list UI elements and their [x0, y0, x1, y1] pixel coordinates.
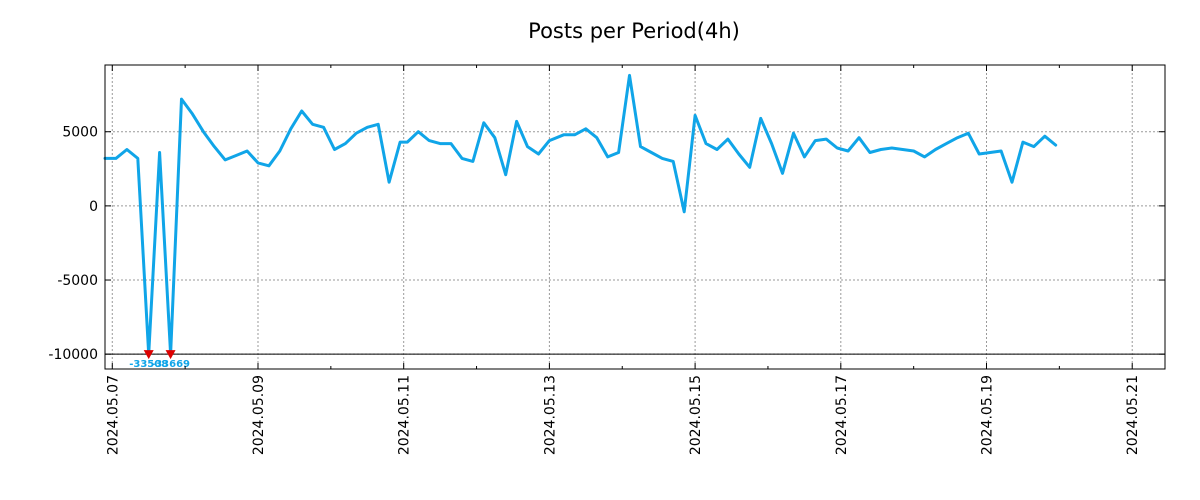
- clip-marker-label: -33669: [151, 359, 190, 370]
- x-tick-label: 2024.05.11: [397, 375, 413, 455]
- x-tick-label: 2024.05.09: [251, 375, 267, 455]
- x-tick-label: 2024.05.21: [1125, 375, 1141, 455]
- x-tick-label: 2024.05.13: [542, 375, 558, 455]
- plot-frame: [104, 64, 1166, 370]
- chart-title: Posts per Period(4h): [528, 19, 740, 43]
- clip-marker-arrow: [165, 350, 176, 360]
- y-axis: 5000 0 -5000 -10000: [48, 125, 1165, 363]
- x-tick-label: 2024.05.17: [834, 375, 850, 455]
- series-layer: [103, 73, 1058, 356]
- x-axis: 2024.05.07 2024.05.09 2024.05.11 2024.05.13…: [105, 65, 1141, 455]
- y-tick-label: 0: [89, 199, 98, 215]
- clip-marker-layer: -33508-33669: [129, 350, 190, 370]
- clip-marker-arrow: [143, 350, 154, 360]
- clip-marker-label: -33508: [129, 359, 168, 370]
- series-line-posts: [103, 73, 1058, 356]
- y-tick-label: -5000: [57, 273, 98, 289]
- x-tick-label: 2024.05.19: [980, 375, 996, 455]
- x-tick-label: 2024.05.15: [688, 375, 704, 455]
- y-tick-label: -10000: [48, 347, 98, 363]
- x-tick-label: 2024.05.07: [105, 375, 121, 455]
- y-tick-label: 5000: [62, 125, 98, 141]
